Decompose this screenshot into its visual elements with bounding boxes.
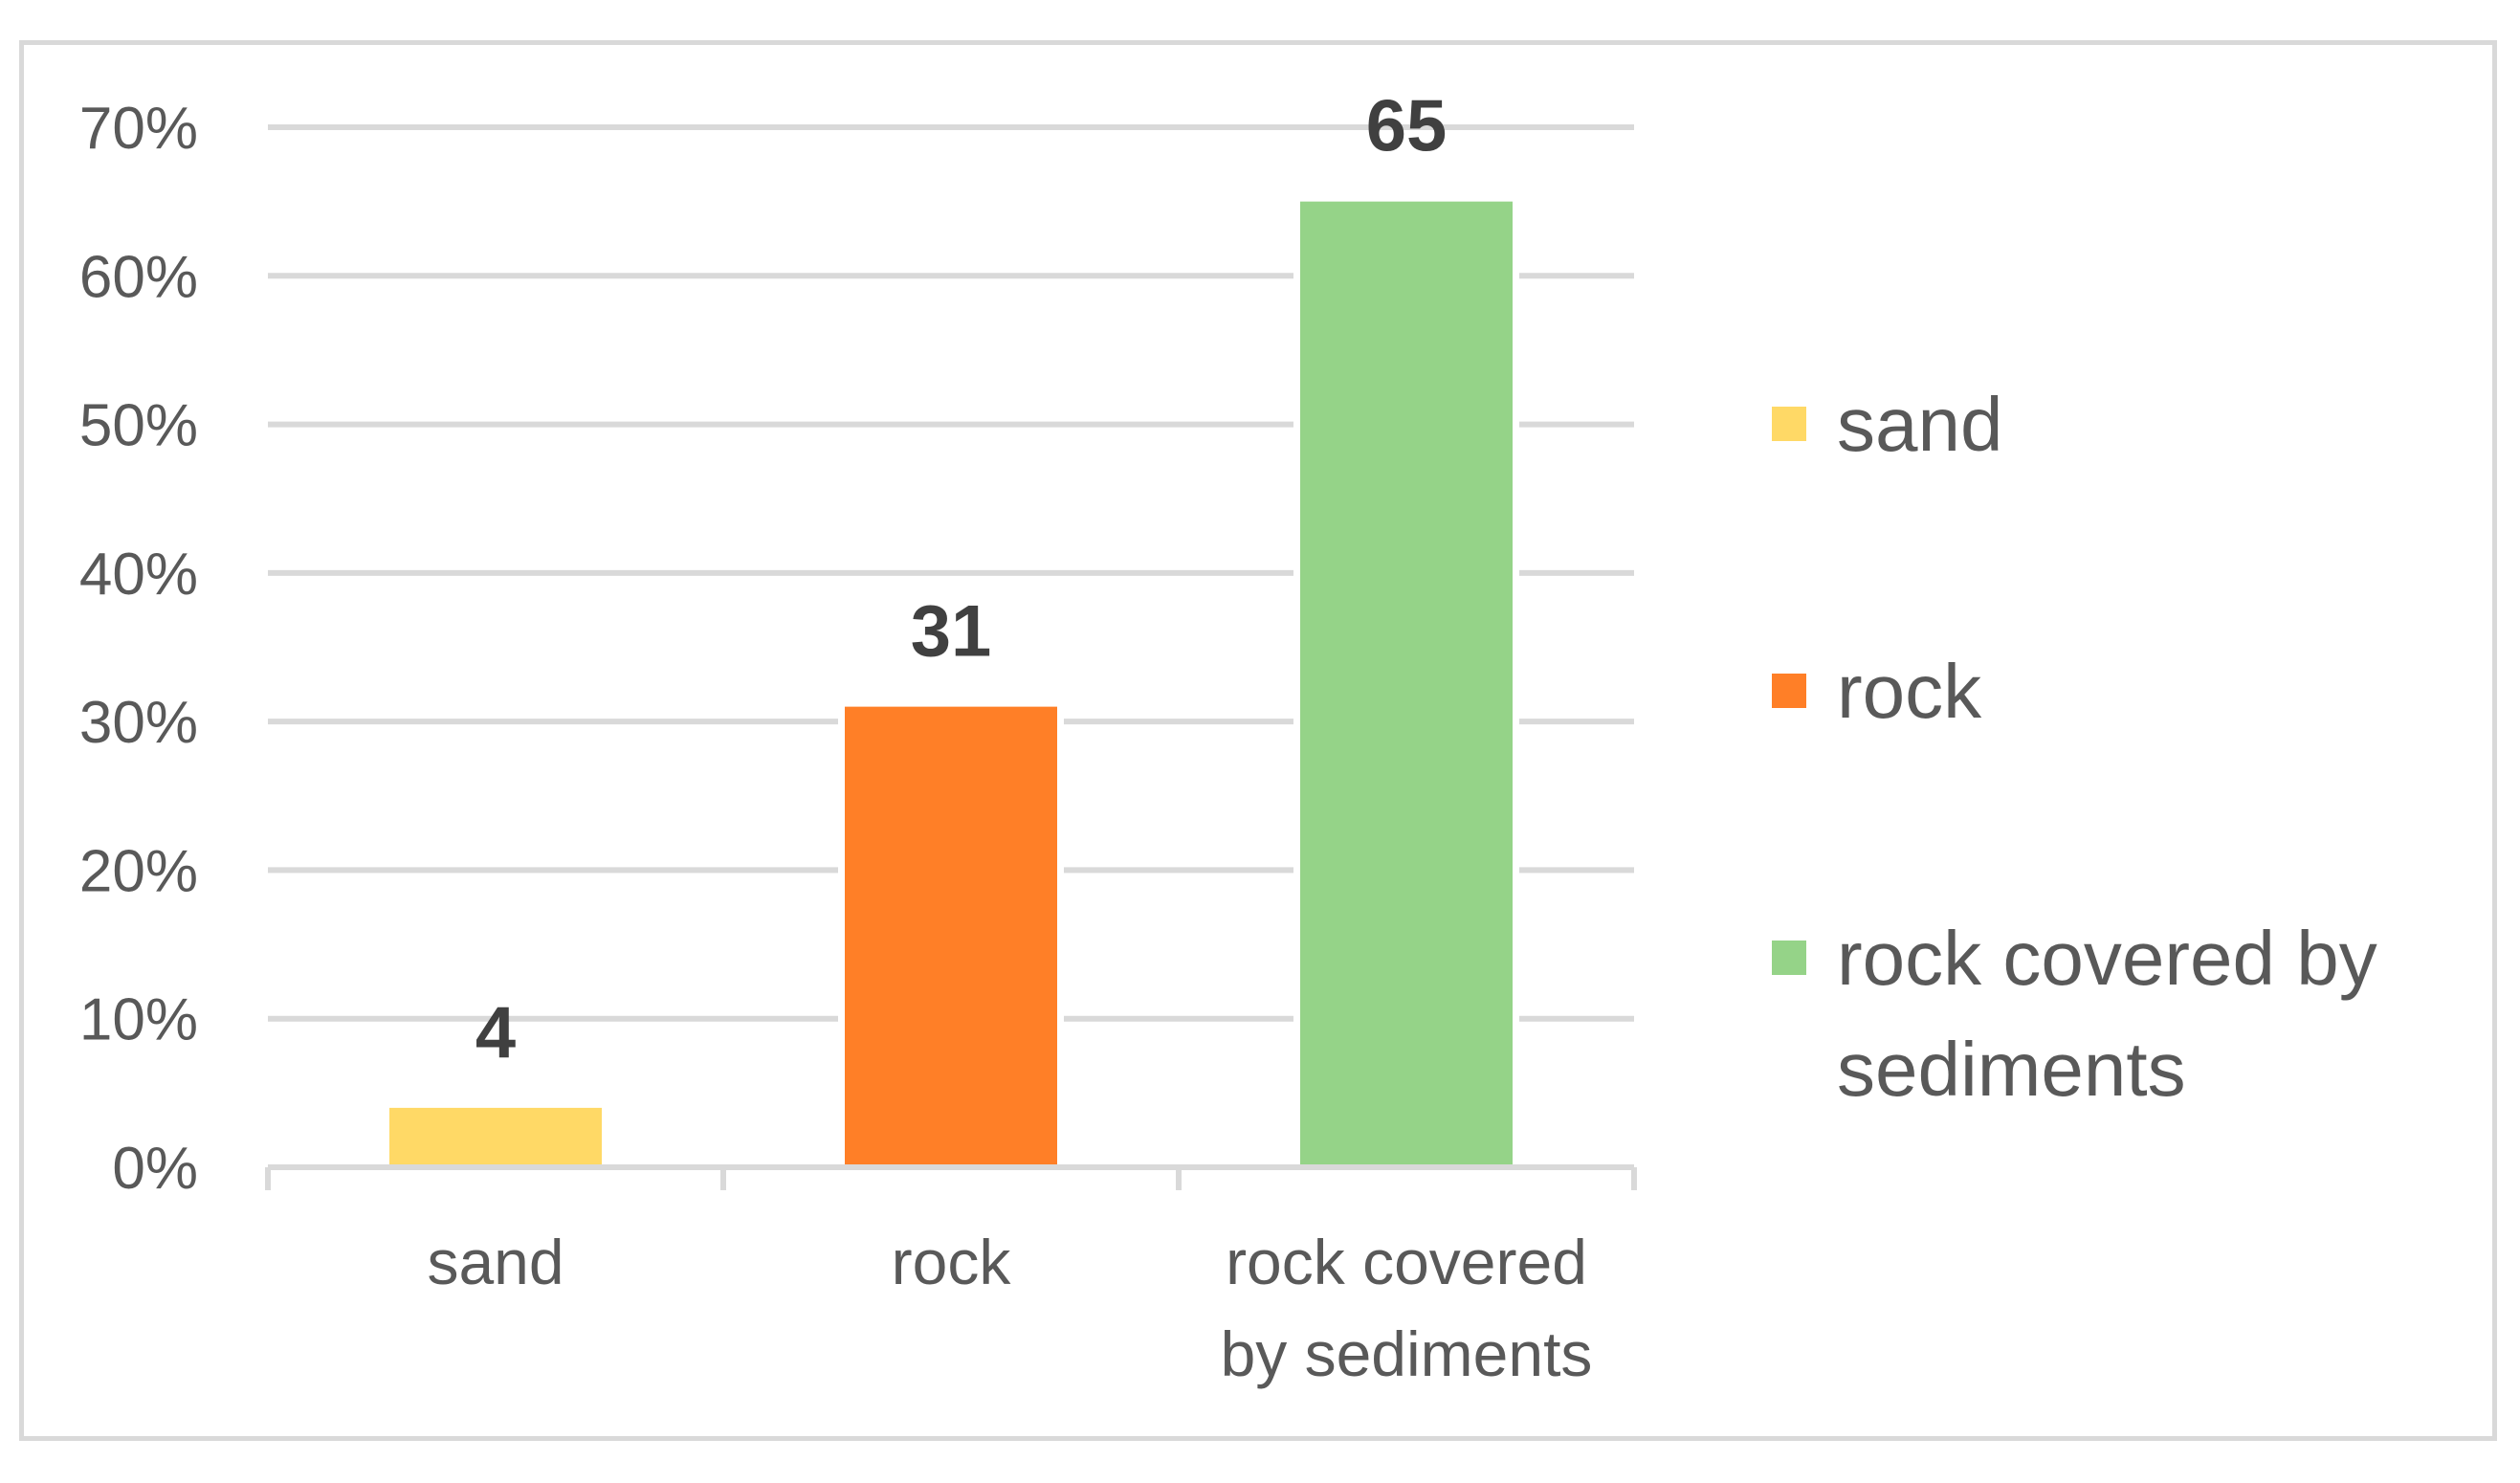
legend-label: rock covered by sediments — [1837, 916, 2377, 1112]
legend-label-line: sand — [1837, 382, 2002, 467]
bar-rock — [838, 699, 1064, 1174]
y-tick-label: 40% — [79, 542, 198, 608]
data-label: 65 — [1366, 86, 1448, 167]
y-tick-label: 50% — [79, 393, 198, 459]
y-tick-label: 30% — [79, 690, 198, 756]
x-axis-category-labels: sand rock rock covered by sediments — [427, 1227, 1592, 1389]
data-label: 31 — [911, 591, 992, 673]
x-category-label: rock — [892, 1227, 1012, 1297]
legend-label-line: rock — [1837, 649, 1982, 734]
legend-label-line: rock covered by — [1837, 916, 2377, 1001]
x-axis — [265, 1164, 1637, 1190]
bar-rock-covered-by-sediments — [1293, 194, 1519, 1174]
y-axis-tick-labels: 0% 10% 20% 30% 40% 50% 60% 70% — [79, 96, 198, 1202]
x-category-label-line: rock — [892, 1227, 1012, 1297]
x-category-label-line: by sediments — [1221, 1318, 1593, 1389]
x-category-label: rock covered by sediments — [1221, 1227, 1593, 1389]
y-tick-label: 20% — [79, 838, 198, 904]
legend-label-line: sediments — [1837, 1027, 2186, 1112]
legend: sand rock rock covered by sediments — [1772, 382, 2377, 1112]
x-category-label-line: rock covered — [1226, 1227, 1587, 1297]
bar-sand — [383, 1100, 608, 1175]
x-category-label: sand — [427, 1227, 564, 1297]
legend-swatch — [1772, 674, 1806, 708]
y-tick-label: 0% — [112, 1136, 198, 1202]
bars — [383, 194, 1519, 1175]
legend-label: sand — [1837, 382, 2002, 467]
y-tick-label: 10% — [79, 987, 198, 1053]
x-category-label-line: sand — [427, 1227, 564, 1297]
legend-label: rock — [1837, 649, 1982, 734]
y-tick-label: 60% — [79, 244, 198, 310]
data-label: 4 — [475, 992, 516, 1074]
data-labels: 4 31 65 — [475, 86, 1447, 1074]
legend-swatch — [1772, 941, 1806, 975]
legend-swatch — [1772, 407, 1806, 441]
y-tick-label: 70% — [79, 96, 198, 162]
